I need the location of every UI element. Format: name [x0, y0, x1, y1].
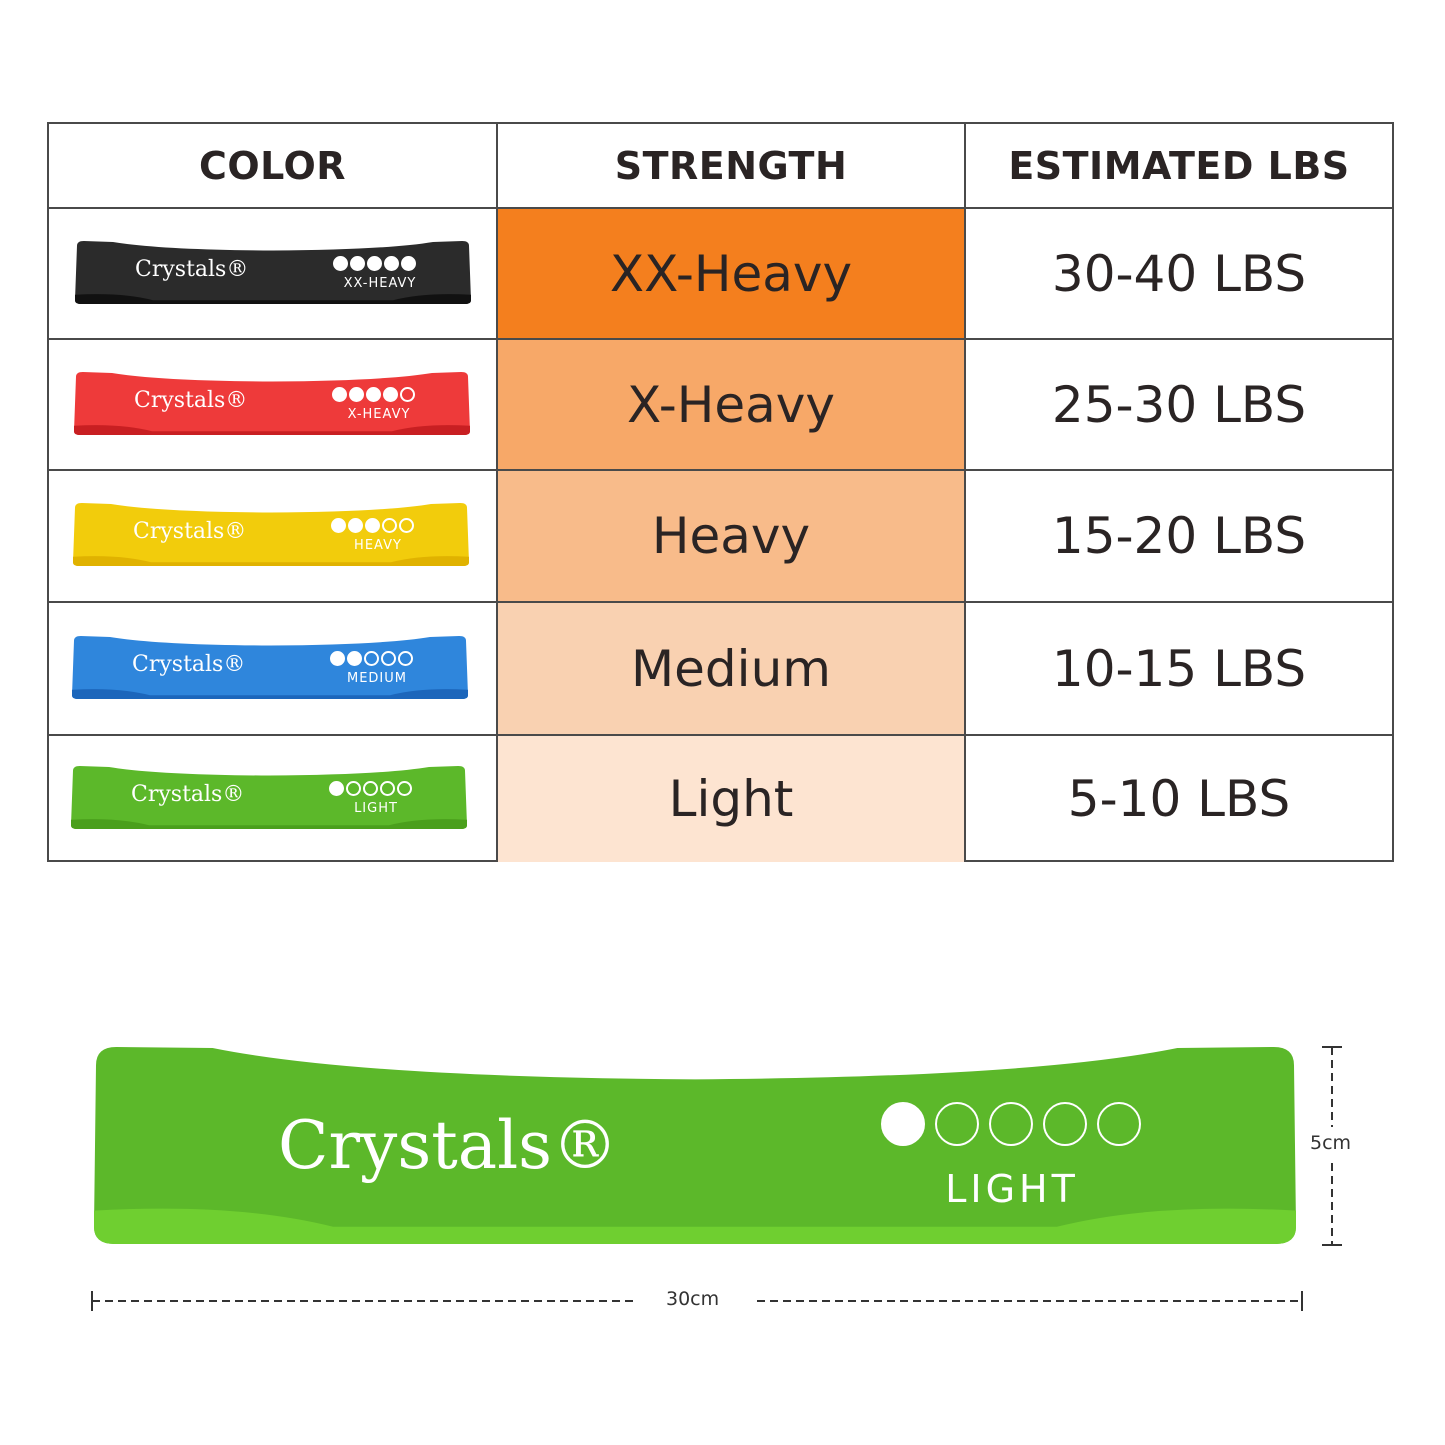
filled-strength-dot-icon [384, 255, 399, 271]
filled-strength-dot-icon [383, 386, 398, 402]
strength-dots [332, 386, 417, 402]
filled-strength-dot-icon [350, 255, 365, 271]
filled-strength-dot-icon [365, 518, 380, 533]
band-label: X-HEAVY [347, 406, 411, 422]
table-header-row: COLOR STRENGTH ESTIMATED LBS [49, 124, 1392, 207]
band-brand: Crystals® [134, 387, 248, 413]
band-brand: Crystals® [133, 519, 247, 544]
estimated-lbs-cell: 5-10 LBS [964, 736, 1392, 862]
empty-strength-dot-icon [346, 781, 361, 796]
empty-strength-dot-icon [989, 1102, 1033, 1146]
empty-strength-dot-icon [380, 781, 395, 796]
band-image: Crystals® MEDIUM [70, 634, 470, 702]
table-row: Crystals® LIGHT Light 5-10 LBS [49, 734, 1392, 862]
filled-strength-dot-icon [347, 650, 362, 666]
featured-band-label: LIGHT [945, 1167, 1079, 1211]
band-shape [73, 503, 469, 566]
strength-cell: Light [496, 736, 964, 862]
strength-cell: Medium [496, 603, 964, 734]
band-shape [74, 371, 470, 435]
band-image: Crystals® HEAVY [71, 501, 471, 569]
empty-strength-dot-icon [935, 1102, 979, 1146]
filled-strength-dot-icon [367, 255, 382, 271]
empty-strength-dot-icon [400, 386, 415, 402]
width-label: 30cm [666, 1288, 720, 1310]
height-dimension-line [1322, 1046, 1342, 1246]
table-row: Crystals® HEAVY Heavy 15-20 LBS [49, 469, 1392, 601]
filled-strength-dot-icon [401, 255, 416, 271]
strength-dots [330, 650, 415, 666]
color-cell: Crystals® MEDIUM [49, 603, 496, 734]
header-estimated-lbs: ESTIMATED LBS [964, 124, 1392, 207]
filled-strength-dot-icon [330, 650, 345, 666]
width-dimension-line [91, 1291, 1303, 1311]
header-color: COLOR [198, 143, 347, 188]
filled-strength-dot-icon [366, 386, 381, 402]
band-label: XX-HEAVY [343, 275, 417, 291]
filled-strength-dot-icon [331, 518, 346, 533]
band-shape [94, 1047, 1296, 1244]
band-image: Crystals® LIGHT [69, 764, 469, 832]
strength-cell: X-Heavy [496, 340, 964, 469]
table-row: Crystals® XX-HEAVY XX-Heavy 30-40 LBS [49, 207, 1392, 338]
band-image: Crystals® XX-HEAVY [73, 239, 473, 307]
featured-band: Crystals® LIGHT [92, 1045, 1298, 1247]
estimated-lbs-cell: 30-40 LBS [964, 209, 1392, 338]
strength-dots [329, 781, 414, 796]
band-label: MEDIUM [346, 670, 407, 686]
empty-strength-dot-icon [399, 518, 414, 533]
strength-dots [333, 255, 418, 271]
band-image: Crystals® X-HEAVY [72, 370, 472, 438]
color-cell: Crystals® XX-HEAVY [49, 209, 496, 338]
strength-cell: Heavy [496, 471, 964, 601]
band-shape [72, 635, 468, 699]
estimated-lbs-cell: 10-15 LBS [964, 603, 1392, 734]
table-row: Crystals® X-HEAVY X-Heavy 25-30 LBS [49, 338, 1392, 469]
filled-strength-dot-icon [348, 518, 363, 533]
header-strength: STRENGTH [496, 124, 964, 207]
featured-band-brand: Crystals® [278, 1107, 619, 1184]
estimated-lbs-cell: 15-20 LBS [964, 471, 1392, 601]
band-shape [75, 240, 471, 304]
empty-strength-dot-icon [1043, 1102, 1087, 1146]
filled-strength-dot-icon [881, 1102, 925, 1146]
band-shape [71, 766, 467, 829]
empty-strength-dot-icon [381, 650, 396, 666]
filled-strength-dot-icon [333, 255, 348, 271]
band-label: HEAVY [354, 538, 402, 553]
height-label: 5cm [1310, 1132, 1352, 1154]
color-cell: Crystals® LIGHT [49, 736, 496, 862]
filled-strength-dot-icon [332, 386, 347, 402]
featured-strength-dots [881, 1102, 1151, 1146]
band-label: LIGHT [354, 801, 398, 816]
color-cell: Crystals® HEAVY [49, 471, 496, 601]
color-cell: Crystals® X-HEAVY [49, 340, 496, 469]
estimated-lbs-cell: 25-30 LBS [964, 340, 1392, 469]
empty-strength-dot-icon [363, 781, 378, 796]
band-brand: Crystals® [131, 782, 245, 807]
empty-strength-dot-icon [397, 781, 412, 796]
strength-dots [331, 518, 416, 533]
table-row: Crystals® MEDIUM Medium 10-15 LBS [49, 601, 1392, 734]
empty-strength-dot-icon [364, 650, 379, 666]
empty-strength-dot-icon [1097, 1102, 1141, 1146]
empty-strength-dot-icon [398, 650, 413, 666]
filled-strength-dot-icon [329, 781, 344, 796]
band-brand: Crystals® [135, 256, 249, 282]
filled-strength-dot-icon [349, 386, 364, 402]
empty-strength-dot-icon [382, 518, 397, 533]
strength-cell: XX-Heavy [496, 209, 964, 338]
band-brand: Crystals® [132, 651, 246, 677]
resistance-table: COLOR STRENGTH ESTIMATED LBS Crystals® X… [47, 122, 1394, 862]
